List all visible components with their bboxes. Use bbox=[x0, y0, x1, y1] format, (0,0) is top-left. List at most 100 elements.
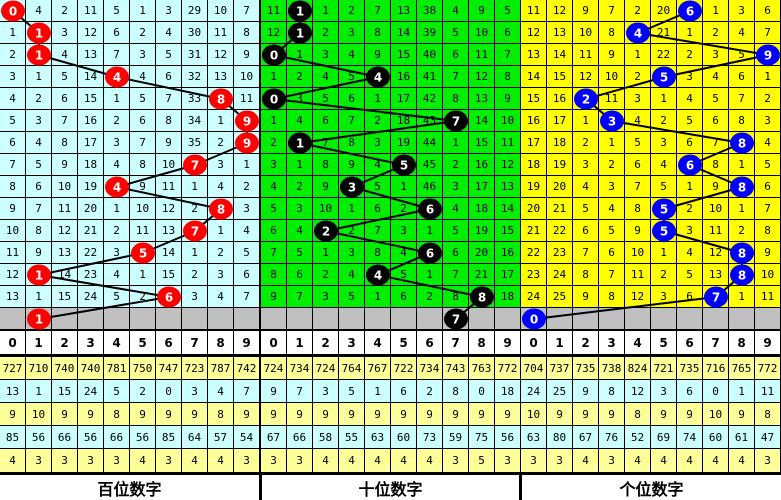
miss-count-cell: 3 bbox=[130, 44, 156, 66]
miss-count-cell: 21 bbox=[78, 220, 104, 242]
miss-count-cell: 12 bbox=[521, 22, 547, 44]
ball-digit: 4 bbox=[374, 269, 382, 283]
miss-count-cell: 12 bbox=[261, 22, 287, 44]
miss-count-cell: 10 bbox=[625, 242, 651, 264]
miss-count-cell: 9 bbox=[599, 44, 625, 66]
miss-count-cell: 12 bbox=[625, 286, 651, 308]
miss-count-cell: 4 bbox=[677, 242, 703, 264]
miss-count-cell: 11 bbox=[521, 0, 547, 22]
miss-count-cell: 4 bbox=[130, 66, 156, 88]
trend-line-units bbox=[663, 230, 743, 254]
miss-count-cell: 2 bbox=[677, 44, 703, 66]
hit-ball: 6 bbox=[418, 198, 442, 220]
pending-cell bbox=[130, 308, 156, 330]
ball-digit: 8 bbox=[217, 93, 225, 107]
miss-count-cell: 2 bbox=[0, 44, 26, 66]
ball-digit: 1 bbox=[35, 313, 43, 327]
stat-cell: 69 bbox=[651, 426, 677, 449]
ball-digit: 4 bbox=[634, 27, 642, 41]
miss-count-cell: 7 bbox=[495, 44, 521, 66]
miss-count-cell: 3 bbox=[287, 88, 313, 110]
miss-count-cell: 6 bbox=[339, 88, 365, 110]
digit-header: 8 bbox=[729, 331, 755, 355]
miss-count-cell: 15 bbox=[521, 88, 547, 110]
miss-count-cell: 13 bbox=[52, 242, 78, 264]
miss-count-cell: 19 bbox=[547, 154, 573, 176]
hit-ball: 5 bbox=[652, 66, 676, 88]
stat-cell: 4 bbox=[0, 449, 26, 473]
miss-count-cell: 2 bbox=[339, 220, 365, 242]
miss-count-cell: 10 bbox=[313, 198, 339, 220]
stat-cell: 787 bbox=[208, 357, 234, 380]
miss-count-cell: 8 bbox=[599, 286, 625, 308]
miss-count-cell: 8 bbox=[729, 110, 755, 132]
stat-cell: 75 bbox=[469, 426, 495, 449]
miss-count-cell: 15 bbox=[156, 264, 182, 286]
trend-line-tens bbox=[299, 142, 405, 166]
ball-digit: 0 bbox=[9, 5, 17, 19]
miss-count-cell: 1 bbox=[443, 132, 469, 154]
pending-cell bbox=[495, 308, 521, 330]
stat-cell: 9 bbox=[417, 403, 443, 426]
miss-count-cell: 4 bbox=[339, 44, 365, 66]
trend-line-hundreds bbox=[116, 76, 222, 100]
digit-header: 3 bbox=[78, 331, 104, 355]
ball-digit: 2 bbox=[582, 93, 590, 107]
miss-count-cell: 18 bbox=[469, 198, 495, 220]
miss-count-cell: 24 bbox=[547, 264, 573, 286]
stat-cell: 2 bbox=[130, 380, 156, 403]
miss-count-cell: 8 bbox=[365, 242, 391, 264]
miss-count-cell: 6 bbox=[729, 66, 755, 88]
miss-count-cell: 1 bbox=[287, 44, 313, 66]
ball-digit: 4 bbox=[113, 181, 121, 195]
miss-count-cell: 3 bbox=[599, 176, 625, 198]
miss-count-cell: 3 bbox=[677, 66, 703, 88]
hit-ball: 4 bbox=[626, 22, 650, 44]
miss-count-cell: 15 bbox=[495, 220, 521, 242]
miss-count-cell: 3 bbox=[287, 198, 313, 220]
miss-count-cell: 9 bbox=[495, 88, 521, 110]
miss-count-cell: 46 bbox=[417, 176, 443, 198]
stat-cell: 3 bbox=[78, 449, 104, 473]
stat-cell: 8 bbox=[443, 380, 469, 403]
miss-count-cell: 1 bbox=[130, 0, 156, 22]
miss-count-cell: 4 bbox=[599, 198, 625, 220]
hit-ball: 1 bbox=[288, 22, 312, 44]
miss-count-cell: 14 bbox=[547, 44, 573, 66]
miss-count-cell: 8 bbox=[625, 198, 651, 220]
digit-header: 2 bbox=[313, 331, 339, 355]
stat-cell: 13 bbox=[0, 380, 26, 403]
pending-cell bbox=[391, 308, 417, 330]
miss-count-cell: 5 bbox=[130, 88, 156, 110]
ball-digit: 6 bbox=[165, 291, 173, 305]
miss-count-cell: 20 bbox=[78, 198, 104, 220]
stat-cell: 724 bbox=[313, 357, 339, 380]
digit-header: 3 bbox=[339, 331, 365, 355]
stat-cell: 727 bbox=[0, 357, 26, 380]
ball-digit: 6 bbox=[686, 159, 694, 173]
miss-count-cell: 10 bbox=[469, 22, 495, 44]
miss-count-cell: 7 bbox=[0, 154, 26, 176]
miss-count-cell: 32 bbox=[182, 66, 208, 88]
miss-count-cell: 2 bbox=[208, 242, 234, 264]
digit-header: 7 bbox=[703, 331, 729, 355]
pending-cell bbox=[0, 308, 26, 330]
miss-count-cell: 11 bbox=[208, 22, 234, 44]
miss-count-cell: 6 bbox=[26, 176, 52, 198]
miss-count-cell: 12 bbox=[52, 220, 78, 242]
miss-count-cell: 38 bbox=[417, 0, 443, 22]
stat-cell: 64 bbox=[182, 426, 208, 449]
miss-count-cell: 4 bbox=[104, 264, 130, 286]
miss-count-cell: 7 bbox=[599, 264, 625, 286]
digit-header: 5 bbox=[391, 331, 417, 355]
ball-digit: 3 bbox=[348, 181, 356, 195]
miss-count-cell: 21 bbox=[547, 198, 573, 220]
stat-cell: 8 bbox=[104, 403, 130, 426]
digit-header: 4 bbox=[365, 331, 391, 355]
miss-count-cell: 10 bbox=[573, 22, 599, 44]
stat-cell: 4 bbox=[677, 449, 703, 473]
stat-cell: 4 bbox=[729, 449, 755, 473]
pending-cell bbox=[287, 308, 313, 330]
miss-count-cell: 10 bbox=[234, 66, 260, 88]
